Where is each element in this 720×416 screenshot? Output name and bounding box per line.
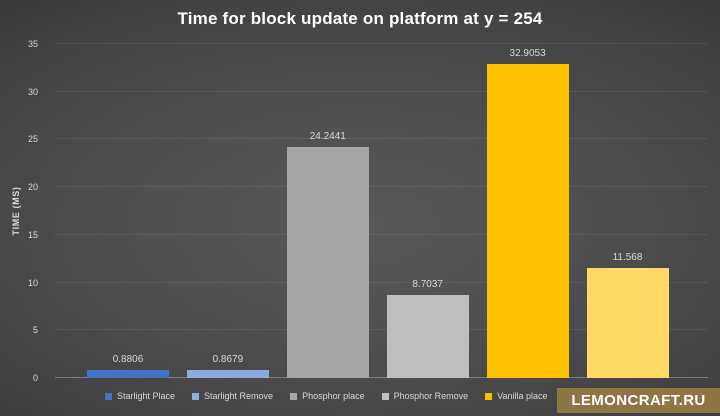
legend-item: Phosphor place [290,391,365,401]
bar-value-label: 11.568 [612,251,643,263]
watermark-badge: LEMONCRAFT.RU [557,388,720,413]
gridline [55,43,708,44]
chart-title: Time for block update on platform at y =… [177,9,543,28]
bar-series-6 [586,267,669,378]
legend-swatch-icon [290,392,298,400]
legend-label: Starlight Remove [204,391,274,401]
gridline [55,186,708,188]
bar-starlight-place [87,369,169,378]
y-tick-label: 25 [27,134,38,145]
legend-swatch-icon [485,392,493,400]
gridline [55,281,708,283]
legend-label: Vanilla place [497,391,548,401]
legend: Starlight Place Starlight Remove Phosphor … [105,391,594,401]
bar-value-label: 32.9053 [509,48,546,59]
legend-item: Starlight Remove [192,391,273,401]
legend-item: Vanilla place [485,391,548,401]
legend-swatch-icon [192,392,200,400]
y-tick-label: 30 [27,86,38,97]
gridline [55,233,708,235]
legend-label: Starlight Place [117,391,176,401]
bar-value-label: 8.7037 [412,278,443,290]
bar-value-label: 0.8806 [112,353,144,365]
y-tick-label: 10 [27,277,38,288]
bar-starlight-remove [186,369,269,378]
plot-area: 0.8806 0.8679 24.2441 8.7037 32.9053 11.568 [55,43,708,378]
y-tick-label: 15 [27,229,38,240]
bar-phosphor-place [286,146,369,378]
y-tick-label: 5 [32,325,38,336]
bar-vanilla-place [486,64,569,378]
bar-phosphor-remove [386,294,469,378]
x-axis-line [55,377,708,378]
legend-swatch-icon [105,392,112,400]
legend-item: Phosphor Remove [381,391,469,401]
y-tick-label: 20 [27,182,38,193]
gridline [55,329,708,331]
legend-label: Phosphor Remove [393,391,469,401]
gridline [55,90,708,92]
y-axis-label: TIME (MS) [11,186,21,236]
legend-label: Phosphor place [302,391,365,401]
bar-value-label: 24.2441 [309,130,346,142]
legend-item: Starlight Place [105,391,175,401]
bar-value-label: 0.8679 [212,353,244,365]
y-tick-label: 35 [27,39,38,49]
y-tick-label: 0 [32,373,38,383]
gridline [55,138,708,140]
legend-swatch-icon [381,392,389,400]
